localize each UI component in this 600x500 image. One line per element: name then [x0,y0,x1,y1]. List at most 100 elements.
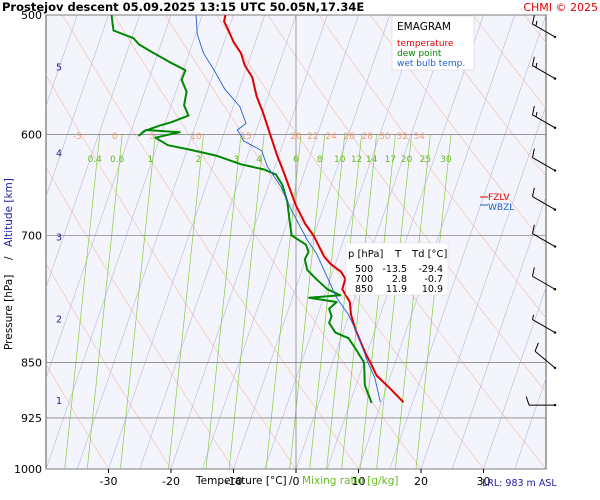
mixing-ratio-label: 0.6 [110,155,125,165]
mixing-ratio-label: 0.4 [88,155,103,165]
mixing-ratio-line [309,134,346,469]
legend: EMAGRAM temperature dew point wet bulb t… [391,15,475,71]
wind-barb-flag [531,224,535,234]
isotherm-line [46,15,78,107]
mixing-ratio-label: 12 [351,155,362,165]
wind-barb-staff [532,114,556,129]
x-axis-label-mixing-ratio: Mixing ratio [g/kg] [302,475,398,487]
altitude-tick-label: 5 [56,63,62,74]
isotherm-line [326,15,484,469]
isotherm-line [108,15,266,469]
wind-barb-staff [532,65,556,80]
wind-barb-staff [532,157,556,171]
wind-barb-half-flag [531,314,535,320]
dry-adiabat-line [46,363,109,469]
isotherm-line [46,15,141,289]
wind-barb-flag [531,267,535,277]
x-axis-title: Temperature [°C] / Mixing ratio [g/kg] [195,475,398,487]
table-cell-t700: 2.8 [392,274,407,285]
potential-temperature-label: 32 [397,132,408,142]
isotherm-line [264,15,422,469]
mixing-ratio-line [395,134,431,469]
mixing-ratio-line [341,134,377,469]
mixing-ratio-label: 2 [196,155,202,165]
dry-adiabat-line [62,15,359,469]
mixing-ratio-line [326,134,362,469]
altitude-tick-label: 1 [56,396,62,407]
wind-barb-base [553,403,557,407]
potential-temperature-label: 30 [379,132,391,142]
potential-temperature-label: 0 [112,132,118,142]
wind-barb-base [553,366,557,370]
pressure-tick-label: 850 [21,357,42,370]
dry-adiabat-line [421,15,546,177]
dry-adiabat-line [46,74,297,469]
isotherm-line [545,468,546,469]
isotherm-line [577,15,600,469]
potential-temperature-label: 5 [149,132,155,142]
y-axis-label-altitude: Altitude [km] [3,178,15,247]
altitude-tick-label: 3 [56,232,62,243]
x-tick-label: -10 [225,475,243,488]
pressure-tick-label: 925 [21,412,42,425]
x-tick-label: 10 [352,475,366,488]
legend-item-dew-point: dew point [397,49,442,59]
mixing-ratio-label: 8 [317,155,323,165]
x-tick-label: -30 [100,475,118,488]
dry-adiabat-line [267,15,546,393]
table-cell-t850: 11.9 [386,284,407,295]
mixing-ratio-line [64,134,101,469]
potential-temperature-label: 15 [240,132,251,142]
wind-barb-flag [534,342,539,352]
potential-temperature-label: 34 [413,132,425,142]
mixing-ratio-label: 6 [293,155,299,165]
dry-adiabat-line [370,15,546,247]
table-cell-t500: -13.5 [382,264,407,275]
mixing-ratio-line [265,134,302,469]
x-tick-label: -20 [162,475,180,488]
isotherm-line [46,15,203,469]
data-table-box [345,242,449,296]
isotherm-line [46,15,172,380]
isotherm-line [46,15,109,198]
potential-temperature-label: 10 [190,132,202,142]
potential-temperature-label: -5 [73,132,82,142]
isotherm-line [514,377,546,469]
mixing-ratio-line [228,134,265,469]
dry-adiabat-line [113,15,422,469]
isotherm-line [139,15,297,469]
wind-barb-flag [531,56,535,66]
pressure-tick-label: 700 [21,229,42,242]
data-table: p [hPa] T Td [°C] 500 -13.5 -29.4 700 2.… [345,242,449,296]
wind-barb-base [553,208,557,211]
wind-barb-base [553,126,557,130]
wind-barb-flag [531,148,535,158]
mixing-ratio-line [168,134,204,469]
isotherm-line [76,15,234,469]
copyright-label: CHMI © 2025 [523,1,598,14]
wind-barb-staff [532,233,556,247]
wind-barb-flag [531,105,535,115]
mixing-ratio-label: 20 [401,155,413,165]
mixing-ratio-line [120,134,156,469]
table-cell-td700: -0.7 [424,274,443,285]
dry-adiabat-line [165,15,484,469]
wbzl-label: WBZL [488,203,514,213]
dry-adiabat-line [318,15,546,319]
wind-barb-half-flag [535,111,538,117]
table-cell-td500: -29.4 [418,264,443,275]
y-axis-title: Pressure [hPa] / Altitude [km] [3,178,15,350]
mixing-ratio-label: 1 [148,155,154,165]
wind-barb-flag [531,14,535,25]
x-tick-label: 20 [414,475,428,488]
level-markers: FZLV WBZL [480,193,514,213]
wind-barb-base [553,331,557,334]
mixing-ratio-line [86,134,123,469]
wind-barb-base [553,77,557,80]
mixing-ratio-line [205,134,242,469]
series-line-dew-point [110,15,373,404]
wind-barb-half-flag [535,20,538,27]
mixing-ratio-label: 4 [256,155,262,165]
pressure-tick-label: 600 [21,128,42,141]
